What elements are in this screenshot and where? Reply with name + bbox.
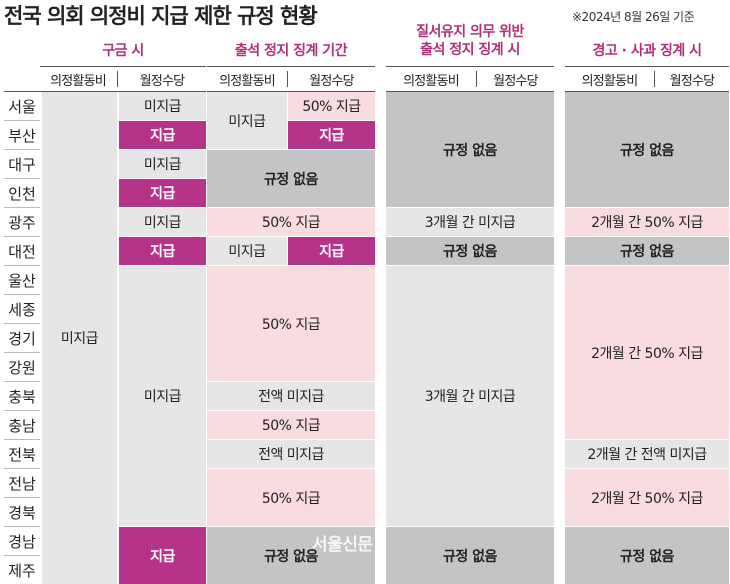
region-label: 전북 [4, 440, 40, 469]
subheader-monthly: 월정수당 [139, 73, 185, 89]
watermark-logo: 서울신문 [312, 535, 373, 555]
cell-suspension-chungbuk: 전액 미지급 [207, 382, 375, 410]
region-label: 충남 [4, 411, 40, 440]
cell-suspension-monthly-busan: 지급 [288, 121, 375, 149]
group-header-suspension: 출석 정지 징계 기간 [234, 43, 348, 59]
cell-warning-jeonnam-gyeongbuk: 2개월 간 50% 지급 [565, 469, 729, 526]
header-line [386, 91, 554, 92]
subheader-divider [476, 71, 477, 87]
region-label: 충북 [4, 382, 40, 411]
region-label: 경남 [4, 527, 40, 556]
cell-suspension-activity-daejeon: 미지급 [207, 237, 287, 265]
cell-suspension-activity-seoul-busan: 미지급 [207, 92, 287, 149]
cell-detention-monthly-daegu: 미지급 [119, 150, 206, 178]
header-line [40, 66, 206, 67]
header-line [565, 91, 729, 92]
subheader-divider [654, 71, 655, 87]
region-label: 인천 [4, 179, 40, 208]
cell-detention-monthly-ulsan-gyeongbuk: 미지급 [119, 266, 206, 526]
header-line [207, 66, 375, 67]
region-label: 경기 [4, 324, 40, 353]
region-label: 제주 [8, 561, 36, 580]
header-line [386, 66, 554, 67]
group-header-detention: 구금 시 [102, 43, 144, 59]
header-line [4, 91, 206, 92]
group-header-warning: 경고 · 사과 징계 시 [592, 43, 702, 59]
group-header-order-violation-line1: 질서유지 의무 위반 [416, 24, 524, 40]
region-label: 대구 [4, 150, 40, 179]
cell-detention-monthly-incheon: 지급 [119, 179, 206, 207]
cell-order-gyeongnam-jeju: 규정 없음 [386, 527, 554, 584]
subheader-divider [287, 71, 288, 87]
cell-suspension-gyeongnam-jeju: 규정 없음 [207, 527, 375, 584]
cell-warning-ulsan-chungnam: 2개월 간 50% 지급 [565, 266, 729, 439]
header-line [207, 91, 375, 92]
region-label: 서울 [4, 92, 40, 121]
cell-detention-activity: 미지급 [42, 92, 117, 584]
region-label: 부산 [4, 121, 40, 150]
cell-suspension-jeonnam-gyeongbuk: 50% 지급 [207, 469, 375, 526]
cell-detention-monthly-busan: 지급 [119, 121, 206, 149]
subheader-activity: 의정활동비 [50, 73, 107, 89]
cell-suspension-monthly-seoul: 50% 지급 [288, 92, 375, 120]
cell-detention-monthly-gyeongnam-jeju: 지급 [119, 527, 206, 584]
cell-order-daejeon: 규정 없음 [386, 237, 554, 265]
cell-suspension-daegu-incheon: 규정 없음 [207, 150, 375, 207]
region-label: 강원 [4, 353, 40, 382]
subheader-monthly: 월정수당 [493, 73, 538, 89]
cell-suspension-gwangju: 50% 지급 [207, 208, 375, 236]
cell-warning-seoul-incheon: 규정 없음 [565, 92, 729, 207]
subheader-activity: 의정활동비 [403, 73, 460, 89]
date-note: ※2024년 8월 26일 기준 [572, 10, 695, 24]
header-line [565, 66, 729, 67]
cell-detention-monthly-daejeon: 지급 [119, 237, 206, 265]
cell-suspension-jeonbuk: 전액 미지급 [207, 440, 375, 468]
subheader-monthly: 월정수당 [669, 73, 715, 89]
cell-warning-jeonbuk: 2개월 간 전액 미지급 [565, 440, 729, 468]
cell-order-ulsan-gyeongbuk: 3개월 간 미지급 [386, 266, 554, 526]
region-label: 대전 [4, 237, 40, 266]
cell-order-seoul-incheon: 규정 없음 [386, 92, 554, 207]
cell-detention-monthly-gwangju: 미지급 [119, 208, 206, 236]
subheader-activity: 의정활동비 [219, 73, 276, 89]
cell-suspension-ulsan-gangwon: 50% 지급 [207, 266, 375, 381]
group-header-order-violation-line2: 출석 정지 징계 시 [420, 42, 520, 58]
subheader-activity: 의정활동비 [581, 73, 639, 89]
cell-detention-monthly-seoul: 미지급 [119, 92, 206, 120]
subheader-divider [117, 71, 118, 87]
region-label: 울산 [4, 266, 40, 295]
cell-order-gwangju: 3개월 간 미지급 [386, 208, 554, 236]
group-header-order-violation: 질서유지 의무 위반 출석 정지 징계 시 [386, 20, 554, 62]
cell-suspension-monthly-daejeon: 지급 [288, 237, 375, 265]
region-label: 경북 [4, 498, 40, 527]
subheader-monthly: 월정수당 [309, 73, 354, 89]
page-title: 전국 의회 의정비 지급 제한 규정 현황 [4, 4, 318, 28]
region-label: 광주 [4, 208, 40, 237]
cell-warning-daejeon: 규정 없음 [565, 237, 729, 265]
region-label: 세종 [4, 295, 40, 324]
cell-warning-gyeongnam-jeju: 규정 없음 [565, 527, 729, 584]
cell-warning-gwangju: 2개월 간 50% 지급 [565, 208, 729, 236]
region-label: 전남 [4, 469, 40, 498]
cell-suspension-chungnam: 50% 지급 [207, 411, 375, 439]
